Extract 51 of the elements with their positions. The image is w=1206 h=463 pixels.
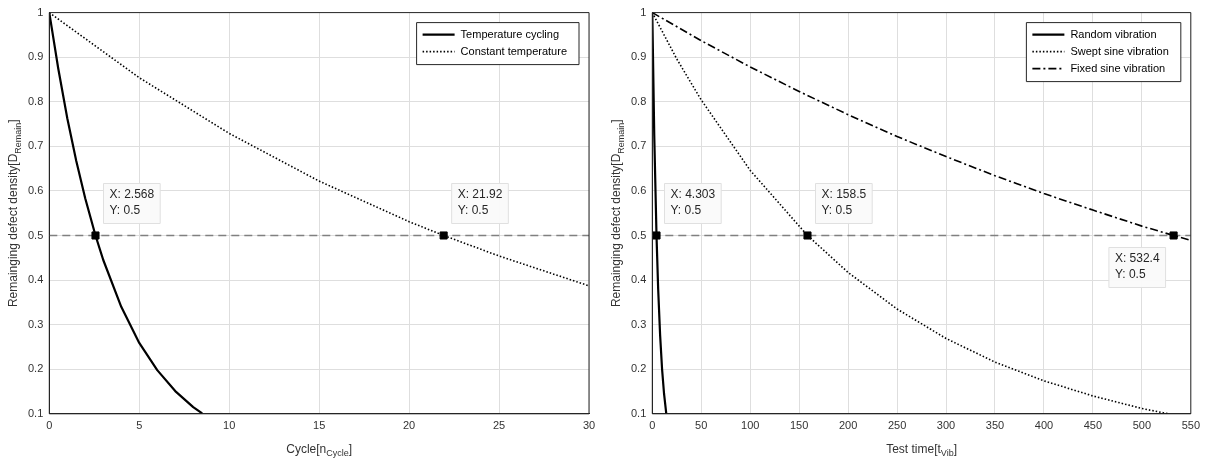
x-tick-label: 300 (936, 419, 956, 432)
legend-label: Random vibration (1070, 27, 1157, 40)
y-tick-label: 0.1 (630, 406, 647, 419)
x-tick-label: 450 (1083, 419, 1103, 432)
x-tick-label: 400 (1034, 419, 1054, 432)
annotation: X: 4.303 Y: 0.5 (670, 186, 716, 217)
y-tick-label: 0.4 (630, 273, 647, 286)
x-tick-label: 10 (223, 419, 236, 432)
x-tick-label: 25 (492, 419, 506, 432)
y-axis-title: Remainging defect density[DRemain] (6, 119, 23, 308)
y-tick-label: 0.9 (27, 50, 44, 63)
y-tick-label: 0.9 (630, 50, 647, 63)
annotation: X: 158.5 Y: 0.5 (821, 186, 867, 217)
y-tick-label: 0.1 (27, 406, 44, 419)
legend-label: Swept sine vibration (1070, 44, 1169, 57)
y-tick-label: 0.2 (27, 362, 44, 375)
x-tick-label: 350 (985, 419, 1005, 432)
y-tick-label: 0.8 (27, 94, 44, 107)
x-tick-label: 20 (402, 419, 416, 432)
x-tick-label: 30 (582, 419, 596, 432)
annotation: X: 532.4 Y: 0.5 (1114, 250, 1160, 281)
x-tick-label: 150 (789, 419, 809, 432)
x-tick-label: 50 (695, 419, 708, 432)
y-tick-label: 0.2 (630, 362, 647, 375)
legend-label: Temperature cycling (460, 27, 560, 40)
y-tick-label: 0.5 (27, 228, 44, 241)
y-tick-label: 1 (37, 5, 44, 18)
y-axis-title: Remainging defect density[DRemain] (609, 119, 626, 308)
x-tick-label: 100 (741, 419, 760, 432)
y-tick-label: 0.8 (630, 94, 647, 107)
y-tick-label: 0.7 (27, 139, 44, 152)
y-tick-label: 0.7 (630, 139, 647, 152)
y-tick-label: 0.5 (630, 228, 647, 241)
x-tick-label: 550 (1181, 419, 1200, 432)
x-tick-label: 500 (1132, 419, 1152, 432)
legend-label: Fixed sine vibration (1070, 61, 1166, 74)
y-tick-label: 0.6 (27, 183, 44, 196)
x-tick-label: 0 (46, 419, 53, 432)
y-tick-label: 0.3 (630, 317, 647, 330)
y-tick-label: 0.4 (27, 273, 44, 286)
y-tick-label: 0.3 (27, 317, 44, 330)
y-tick-label: 0.6 (630, 183, 647, 196)
legend-label: Constant temperature (460, 44, 567, 57)
y-tick-label: 1 (640, 5, 647, 18)
x-tick-label: 200 (838, 419, 858, 432)
x-tick-label: 250 (887, 419, 907, 432)
annotation: X: 2.568 Y: 0.5 (109, 186, 155, 217)
x-tick-label: 0 (649, 419, 656, 432)
annotation: X: 21.92 Y: 0.5 (457, 186, 503, 217)
x-tick-label: 15 (313, 419, 326, 432)
x-tick-label: 5 (136, 419, 143, 432)
